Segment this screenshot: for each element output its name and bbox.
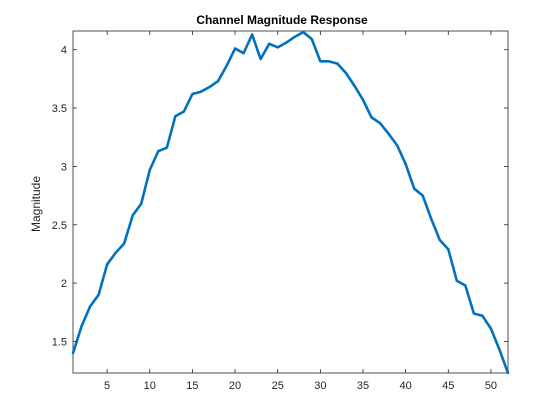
data-point — [422, 194, 424, 196]
data-point — [80, 325, 82, 327]
x-tick-label: 25 — [272, 380, 284, 392]
data-point — [174, 115, 176, 117]
data-point — [123, 242, 125, 244]
data-point — [285, 41, 287, 43]
data-point — [149, 169, 151, 171]
data-point — [353, 85, 355, 87]
y-tick-label: 2 — [61, 278, 67, 290]
data-point — [328, 60, 330, 62]
data-point — [157, 150, 159, 152]
data-point — [114, 252, 116, 254]
data-point — [166, 147, 168, 149]
data-point — [242, 52, 244, 54]
data-point — [217, 80, 219, 82]
data-point — [200, 90, 202, 92]
data-point — [89, 305, 91, 307]
x-tick-label: 45 — [442, 380, 454, 392]
data-point — [481, 315, 483, 317]
data-point — [413, 187, 415, 189]
x-tick-label: 50 — [485, 380, 497, 392]
data-point — [225, 65, 227, 67]
data-point — [473, 312, 475, 314]
data-point — [430, 218, 432, 220]
data-point — [106, 263, 108, 265]
x-tick-label: 10 — [144, 380, 156, 392]
data-point — [370, 116, 372, 118]
y-tick-label: 3 — [61, 161, 67, 173]
data-point — [379, 122, 381, 124]
data-point — [234, 47, 236, 49]
data-point — [259, 58, 261, 60]
data-point — [97, 294, 99, 296]
data-point — [456, 280, 458, 282]
data-point — [362, 99, 364, 101]
data-point — [447, 248, 449, 250]
data-point — [302, 31, 304, 33]
data-point — [183, 110, 185, 112]
data-point — [336, 62, 338, 64]
data-point — [191, 93, 193, 95]
chart-title: Channel Magnitude Response — [196, 13, 368, 27]
x-tick-label: 5 — [104, 380, 110, 392]
data-point — [396, 144, 398, 146]
data-point — [251, 33, 253, 35]
data-point — [404, 163, 406, 165]
data-point — [345, 72, 347, 74]
data-point — [319, 60, 321, 62]
data-point — [507, 372, 509, 374]
y-tick-label: 2.5 — [52, 220, 67, 232]
data-point — [268, 43, 270, 45]
x-tick-label: 20 — [229, 380, 241, 392]
data-point — [311, 38, 313, 40]
data-point — [140, 203, 142, 205]
data-point — [439, 239, 441, 241]
data-point — [498, 348, 500, 350]
data-point — [387, 133, 389, 135]
x-tick-label: 40 — [400, 380, 412, 392]
data-point — [490, 327, 492, 329]
plot-area-frame — [73, 31, 508, 373]
y-axis-label: Magnitude — [29, 176, 43, 232]
axes-box — [73, 31, 508, 373]
data-point — [294, 36, 296, 38]
data-point — [277, 46, 279, 48]
y-tick-label: 3.5 — [52, 103, 67, 115]
x-tick-label: 35 — [357, 380, 369, 392]
data-point — [132, 214, 134, 216]
data-point — [72, 352, 74, 354]
x-tick-label: 30 — [314, 380, 326, 392]
data-point — [464, 284, 466, 286]
y-tick-label: 4 — [61, 45, 67, 57]
data-point — [208, 86, 210, 88]
y-tick-label: 1.5 — [52, 336, 67, 348]
x-tick-label: 15 — [186, 380, 198, 392]
